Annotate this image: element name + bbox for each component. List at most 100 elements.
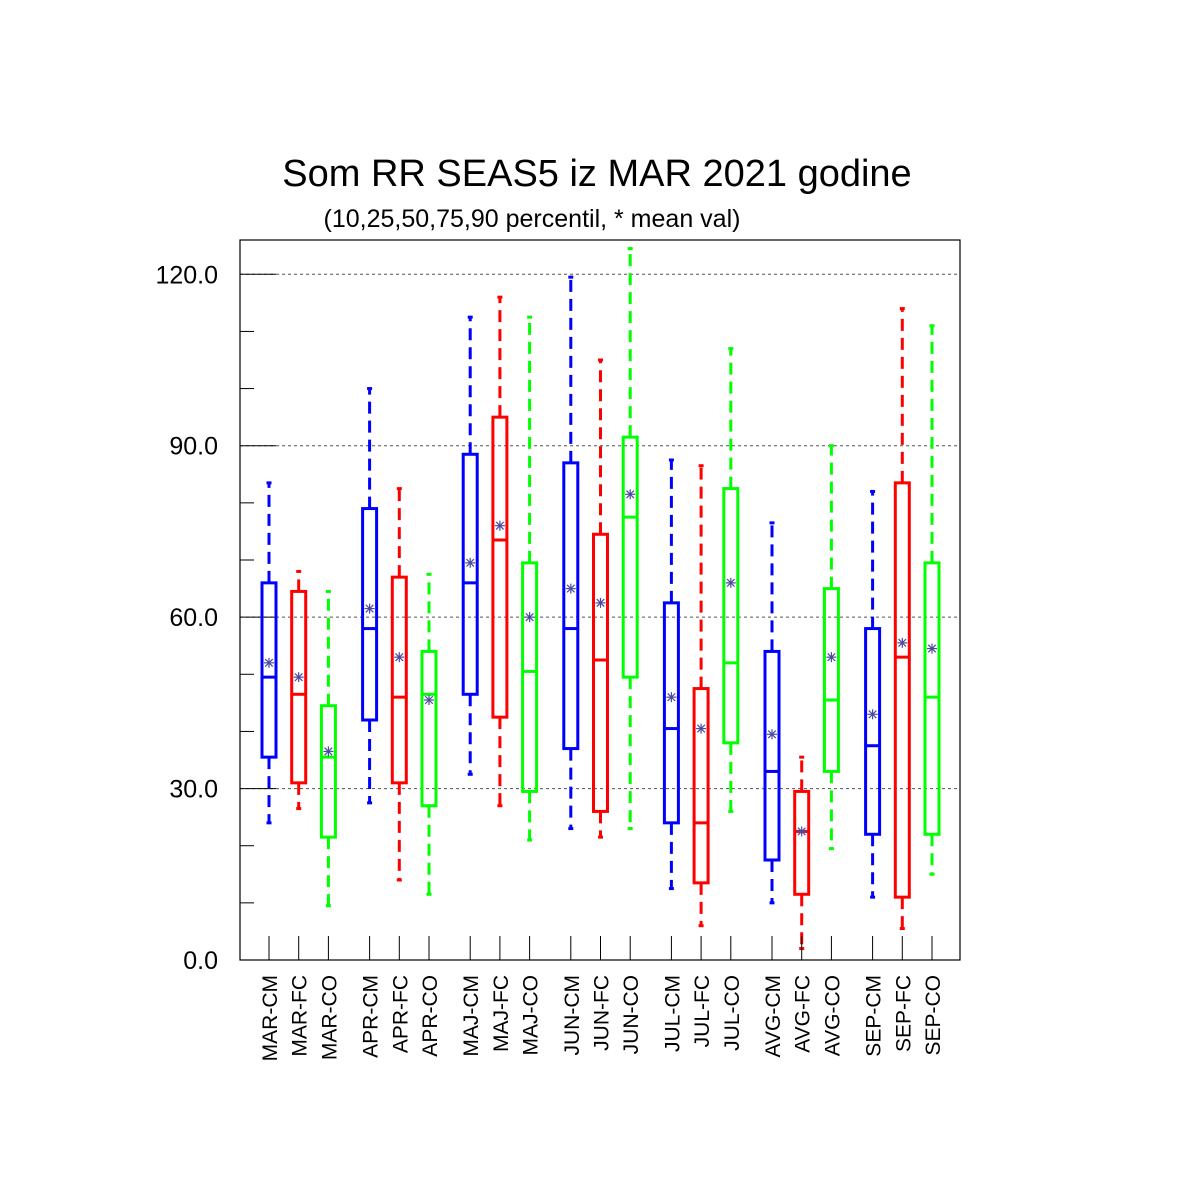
plot-frame (239, 239, 961, 961)
mean-marker (625, 489, 636, 500)
x-tick-label: MAJ-FC (490, 975, 513, 1052)
mean-stroke (927, 644, 937, 653)
box-series (260, 247, 941, 951)
mean-marker (323, 746, 334, 757)
iqr-box (793, 789, 811, 896)
iqr-box (864, 627, 882, 836)
mean-marker (394, 652, 405, 663)
mean-marker (666, 692, 677, 703)
x-tick-label: AVG-CM (762, 975, 785, 1057)
mean-stroke (525, 612, 534, 622)
mean-marker (725, 577, 736, 588)
box-jun-cm (562, 275, 580, 831)
x-tick-label: APR-FC (389, 975, 412, 1053)
x-tick-label: SEP-CO (922, 975, 945, 1056)
box-sep-fc (893, 307, 911, 931)
box-apr-cm (361, 387, 379, 805)
iqr-box (621, 435, 639, 679)
x-tick-label: AVG-FC (792, 975, 815, 1053)
mean-marker (767, 729, 777, 740)
mean-stroke (324, 747, 333, 756)
mean-marker (424, 695, 434, 705)
mean-stroke (667, 692, 676, 702)
gridlines (240, 273, 960, 790)
mean-stroke (294, 672, 303, 682)
y-tick-label: 30.0 (169, 776, 218, 804)
mean-stroke (466, 558, 475, 568)
iqr-box (893, 481, 911, 899)
y-tick-label: 90.0 (169, 433, 218, 461)
mean-marker (293, 672, 304, 683)
x-tick-label: MAJ-CO (520, 975, 543, 1056)
iqr-box (763, 649, 781, 862)
box-jul-fc (692, 464, 710, 928)
mean-marker (927, 643, 937, 654)
box-jul-co (722, 347, 740, 813)
mean-stroke (696, 724, 706, 733)
x-tick-label: JUN-FC (591, 975, 614, 1051)
mean-marker (867, 709, 878, 720)
iqr-box (692, 687, 710, 885)
box-avg-cm (763, 521, 781, 905)
chart-title: Som RR SEAS5 iz MAR 2021 godine (282, 153, 911, 195)
x-tick-label: APR-CM (360, 975, 383, 1058)
mean-marker (364, 603, 375, 614)
y-axis-ticks: 0.0 30.0 60.0 90.0 120.0 (155, 261, 276, 975)
iqr-box (491, 415, 509, 719)
x-tick-label: MAR-CM (259, 975, 282, 1061)
x-tick-label: JUN-CM (561, 975, 584, 1055)
mean-marker (595, 597, 606, 608)
iqr-box (319, 704, 337, 839)
iqr-box (290, 589, 308, 785)
mean-marker (696, 723, 707, 734)
mean-stroke (495, 521, 505, 530)
box-apr-co (420, 572, 438, 896)
mean-marker (826, 652, 837, 663)
box-maj-co (521, 315, 539, 842)
x-tick-label: APR-CO (419, 975, 442, 1057)
box-jun-co (621, 247, 639, 831)
mean-stroke (797, 827, 806, 836)
mean-stroke (898, 638, 907, 648)
mean-stroke (827, 652, 836, 662)
iqr-box (592, 532, 609, 813)
box-maj-cm (461, 315, 479, 776)
mean-stroke (365, 604, 374, 613)
iqr-box (420, 649, 438, 808)
x-tick-label: JUL-CO (721, 975, 744, 1051)
chart-subtitle: (10,25,50,75,90 percentil, * mean val) (324, 205, 741, 233)
x-axis-ticks: MAR-CM MAR-FC MAR-CO APR-CM APR-FC APR-CO MAJ-… (259, 936, 945, 1061)
mean-stroke (626, 490, 635, 499)
x-tick-label: JUL-FC (691, 975, 714, 1047)
iqr-box (361, 507, 379, 722)
mean-marker (565, 583, 576, 594)
iqr-box (662, 601, 680, 825)
y-tick-label: 120.0 (155, 261, 218, 289)
iqr-box (521, 561, 539, 793)
x-tick-label: SEP-FC (892, 975, 915, 1052)
mean-stroke (596, 598, 605, 608)
box-avg-co (822, 444, 840, 851)
box-jun-fc (592, 358, 609, 839)
x-tick-label: MAJ-CM (460, 975, 483, 1057)
mean-marker (796, 826, 807, 837)
box-mar-cm (260, 481, 278, 825)
mean-marker (897, 637, 908, 648)
iqr-box (562, 461, 580, 751)
iqr-box (260, 581, 278, 759)
mean-marker (524, 612, 535, 623)
box-sep-cm (864, 489, 882, 899)
x-tick-label: JUN-CO (620, 975, 643, 1054)
x-tick-label: SEP-CM (863, 975, 886, 1057)
x-tick-label: MAR-FC (289, 975, 312, 1057)
box-jul-cm (662, 458, 680, 891)
mean-stroke (868, 710, 877, 719)
mean-marker (264, 657, 274, 668)
x-tick-label: JUL-CM (661, 975, 684, 1052)
x-tick-label: AVG-CO (821, 975, 844, 1056)
box-maj-fc (491, 295, 509, 808)
box-mar-co (319, 589, 337, 908)
y-tick-label: 0.0 (183, 947, 218, 975)
mean-stroke (726, 578, 735, 588)
mean-marker (465, 557, 476, 568)
